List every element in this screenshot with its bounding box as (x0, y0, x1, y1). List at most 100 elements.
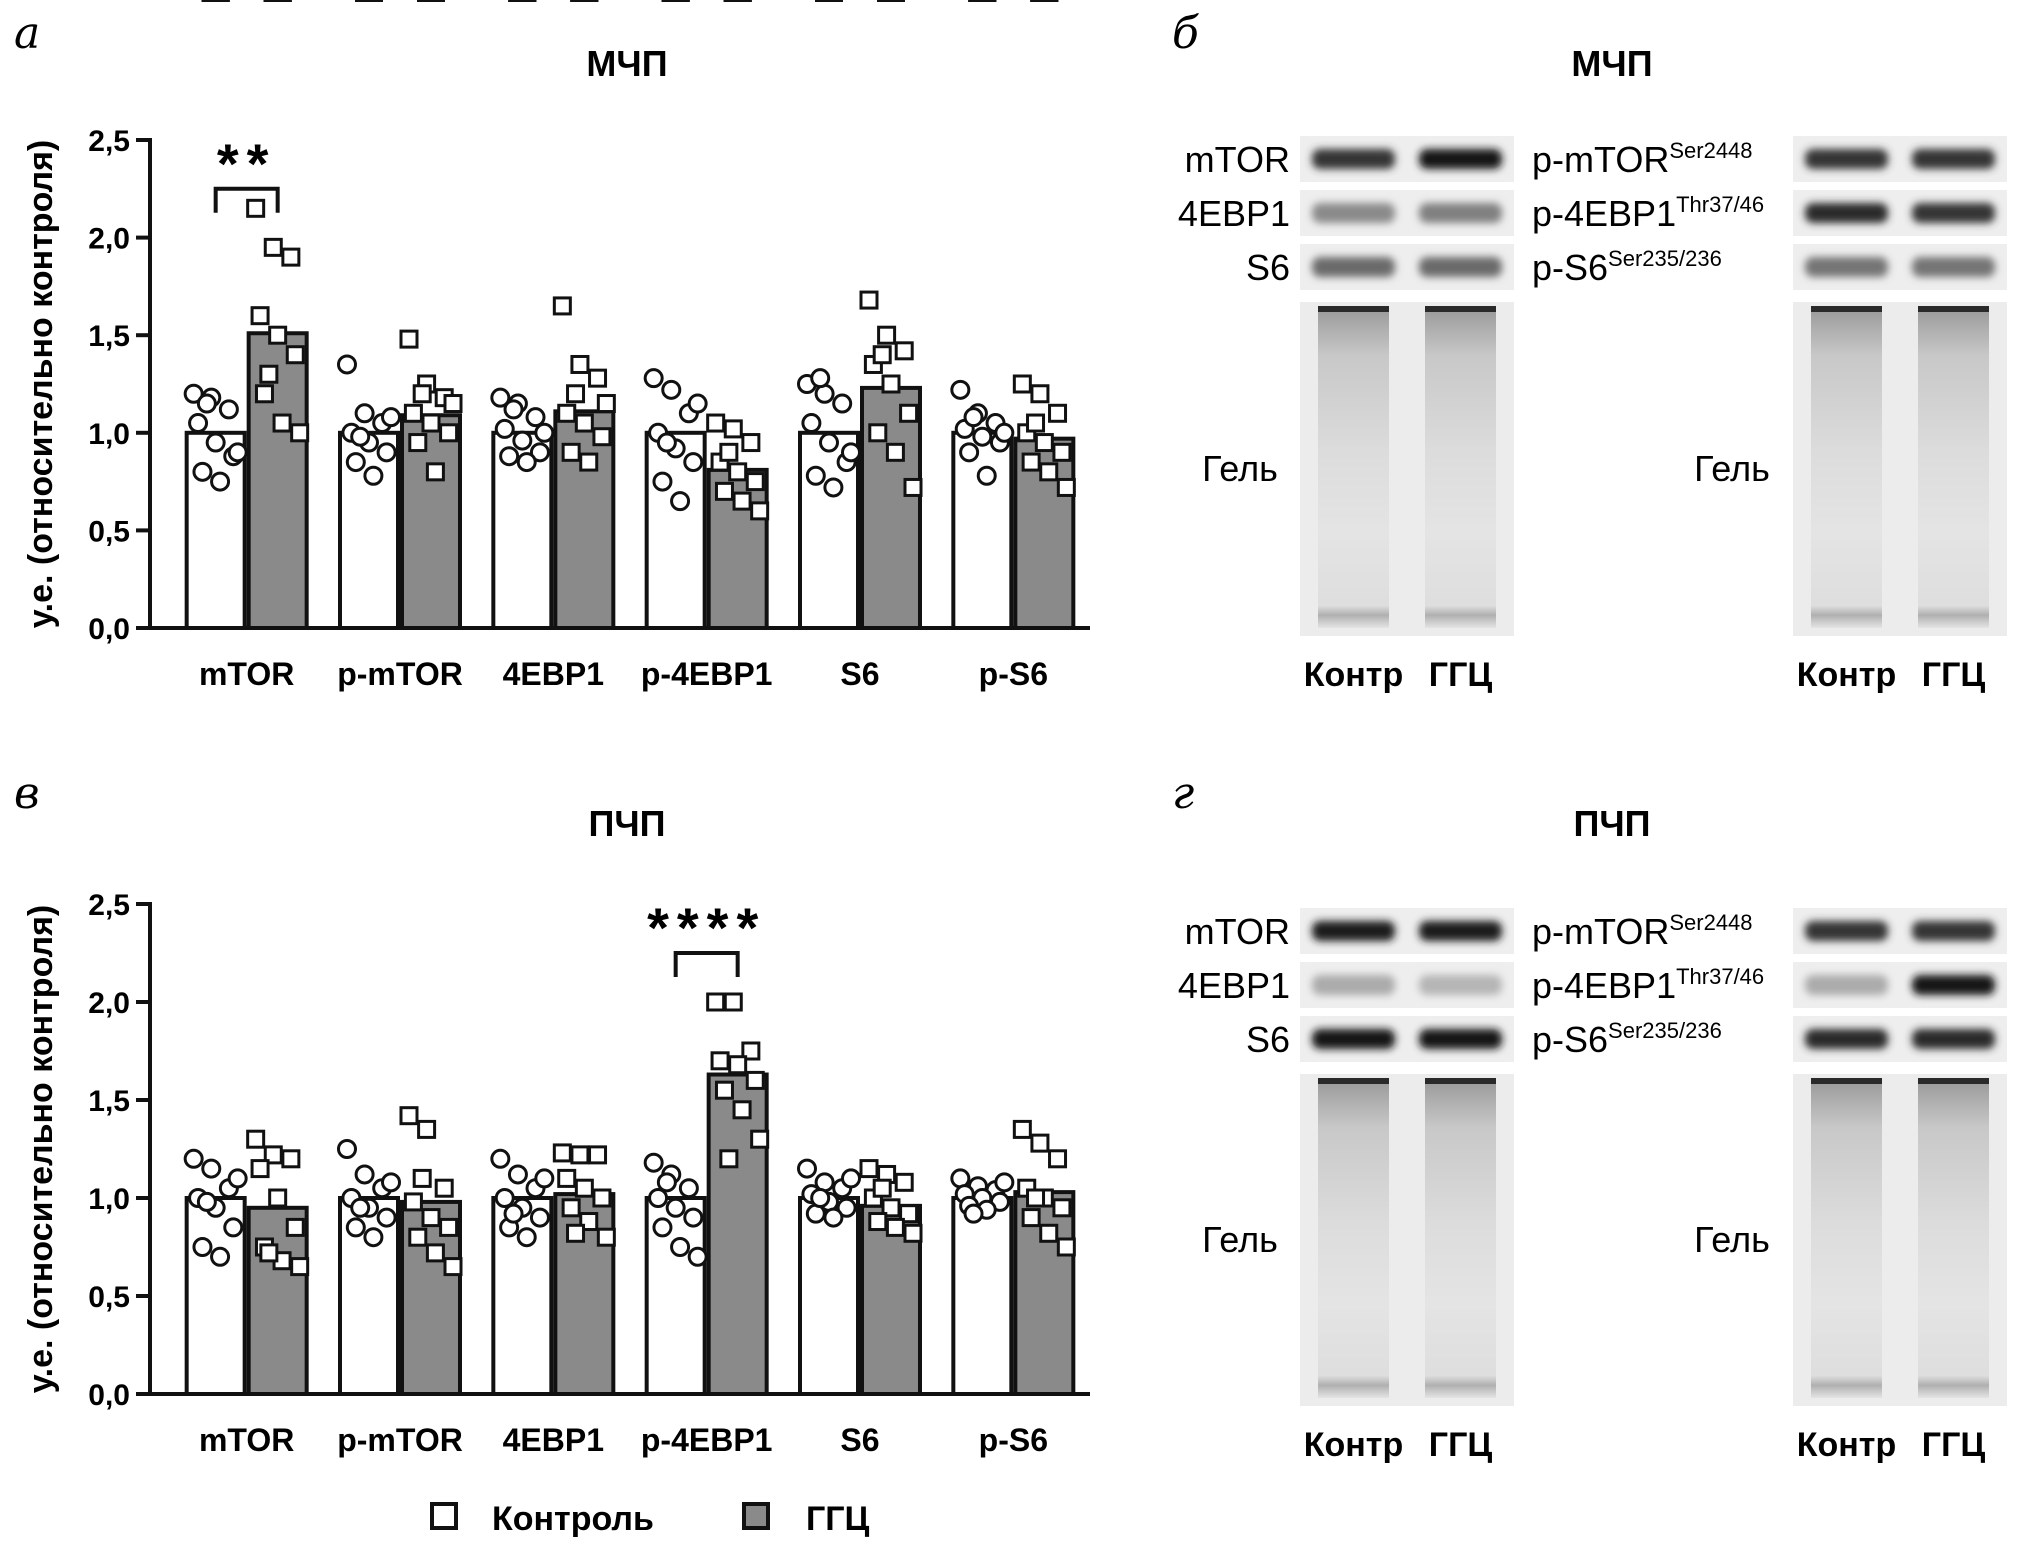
gel-top-band (1811, 1078, 1882, 1084)
protein-band (1912, 149, 1995, 169)
y-tick-label: 0,5 (88, 515, 130, 548)
blot-label-text: p-4EBP1 (1532, 965, 1676, 1006)
data-point-ggc (592, 1188, 612, 1208)
blot-label: S6 (1246, 1019, 1290, 1060)
data-point-control (499, 446, 520, 467)
data-point-control (494, 418, 515, 439)
data-point-ggc (1030, 1133, 1050, 1153)
x-tick-label: 4EBP1 (503, 1422, 604, 1458)
panel-letter-a: а (14, 8, 40, 59)
data-point-ggc (714, 1080, 734, 1100)
protein-band (1805, 975, 1888, 995)
data-point-ggc (1052, 442, 1072, 462)
protein-band (1312, 149, 1395, 169)
data-point-control (529, 1207, 550, 1228)
data-point-control (507, 1164, 528, 1185)
data-point-ggc (259, 1243, 279, 1263)
data-point-control (959, 442, 980, 463)
gel-lane (1318, 1080, 1389, 1398)
data-point-ggc (710, 1051, 730, 1071)
blot-label: p-S6Ser235/236 (1532, 1018, 1722, 1060)
y-axis-label: у.е. (относительно контроля) (22, 905, 60, 1394)
data-point-control (503, 1203, 524, 1224)
bar-chart-a: 0,0 0,5 1,0 1,5 2,0 2,5 у.е. (относительно кон… (22, 0, 1090, 692)
data-point-ggc (885, 1217, 905, 1237)
data-point-control (363, 465, 384, 486)
x-tick-label: mTOR (199, 1422, 294, 1458)
lane-label: Контр (1797, 656, 1896, 694)
data-point-control (832, 393, 853, 414)
data-point-ggc (557, 1168, 577, 1188)
data-point-control (354, 403, 375, 424)
data-point-control (376, 1207, 397, 1228)
data-point-ggc (719, 442, 739, 462)
data-point-ggc (570, 1145, 590, 1165)
protein-band (1912, 203, 1995, 223)
data-point-control (223, 1217, 244, 1238)
data-point-control (994, 1172, 1015, 1193)
x-tick-label: p-4EBP1 (641, 1422, 773, 1458)
gel-top-band (1425, 306, 1496, 312)
data-point-control (218, 399, 239, 420)
data-point-control (345, 1217, 366, 1238)
y-tick-label: 0,0 (88, 613, 130, 646)
x-tick-label: p-4EBP1 (641, 656, 773, 692)
blot-label-superscript: Ser235/236 (1608, 1018, 1722, 1043)
x-tick-label: p-S6 (979, 1422, 1048, 1458)
data-point-ggc (250, 1159, 270, 1179)
data-point-ggc (250, 306, 270, 326)
data-point-control (836, 1197, 857, 1218)
data-point-ggc (706, 413, 726, 433)
blot-label-text: p-S6 (1532, 1019, 1608, 1060)
blot-label: p-mTORSer2448 (1532, 138, 1753, 180)
blot-b-left: mTOR 4EBP1 S6 Гель Контр ГГЦ (1178, 136, 1514, 694)
data-point-ggc (425, 1243, 445, 1263)
panel-title-a: МЧП (586, 43, 667, 84)
data-point-control (337, 1139, 357, 1159)
data-point-ggc (421, 413, 441, 433)
data-point-ggc (868, 423, 888, 443)
x-tick-label: p-mTOR (337, 1422, 463, 1458)
data-point-ggc (1039, 1223, 1059, 1243)
data-point-control (661, 379, 682, 400)
gel-lane (1425, 308, 1496, 628)
data-point-control (648, 1188, 669, 1208)
data-point-control (227, 442, 248, 463)
data-point-control (652, 1217, 673, 1238)
data-point-ggc (732, 1100, 752, 1120)
blot-label: 4EBP1 (1178, 193, 1290, 234)
data-point-control (350, 426, 371, 447)
data-point-ggc (859, 1159, 879, 1179)
data-point-control (687, 393, 708, 414)
gel-top-band (1811, 306, 1882, 312)
data-point-ggc (412, 1168, 432, 1188)
data-point-ggc (903, 477, 923, 497)
blot-label-text: 4EBP1 (1178, 193, 1290, 234)
blot-label: p-4EBP1Thr37/46 (1532, 964, 1764, 1006)
data-point-control (192, 461, 213, 482)
data-point-ggc (588, 1145, 608, 1165)
data-point-ggc (1021, 452, 1041, 472)
legend-swatch-ggc (742, 1502, 770, 1530)
data-point-ggc (443, 1257, 463, 1277)
data-point-control (797, 1158, 817, 1179)
blot-label-superscript: Thr37/46 (1676, 192, 1764, 217)
protein-band (1419, 149, 1502, 169)
gel-top-band (1318, 1078, 1389, 1084)
gel-top-band (1918, 1078, 1989, 1084)
data-point-control (687, 1246, 708, 1267)
data-point-ggc (1034, 433, 1054, 453)
blot-label: 4EBP1 (1178, 965, 1290, 1006)
data-point-ggc (557, 403, 577, 423)
data-point-ggc (881, 1198, 901, 1218)
bar-control (798, 1196, 860, 1396)
bar-ggc (706, 1072, 769, 1397)
data-point-ggc (872, 1178, 892, 1198)
data-point-control (196, 1191, 217, 1212)
data-point-ggc (285, 1217, 305, 1237)
significance-label: **** (647, 896, 766, 959)
data-point-ggc (596, 1227, 616, 1247)
protein-band (1912, 921, 1995, 941)
data-point-control (805, 465, 826, 486)
data-point-control (683, 1207, 704, 1228)
